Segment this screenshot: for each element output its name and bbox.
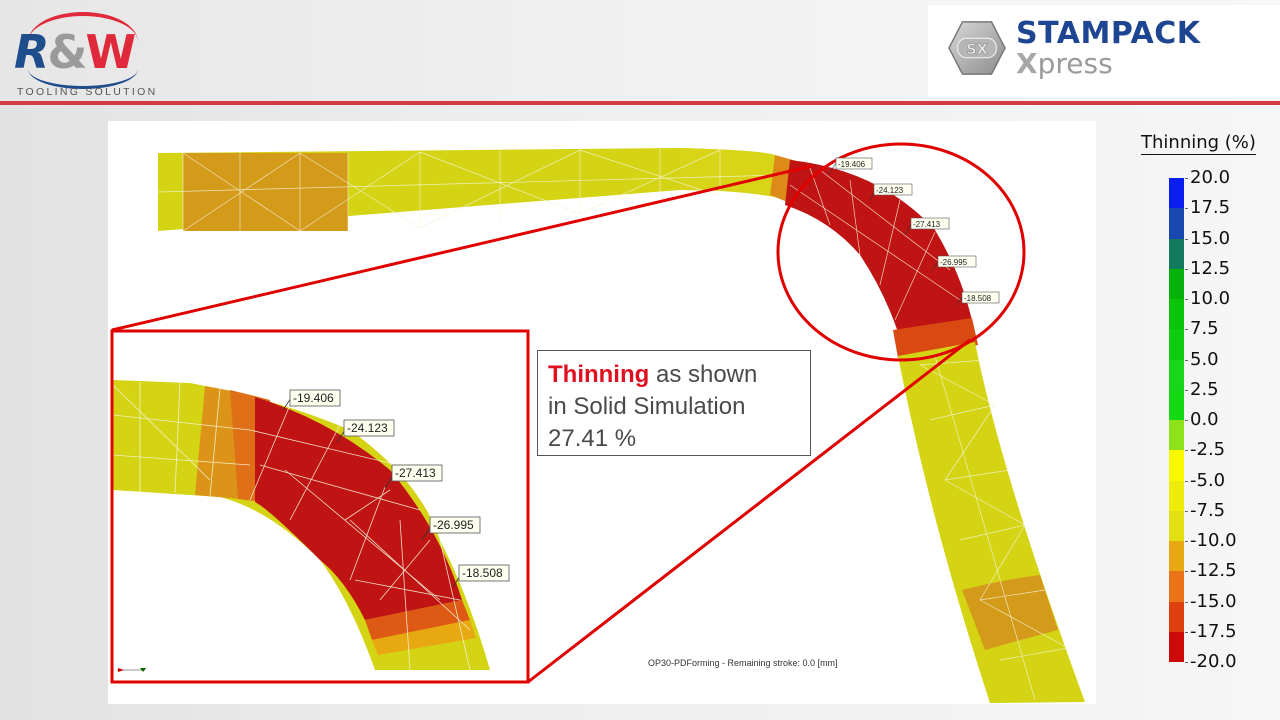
svg-text:-19.406: -19.406 xyxy=(838,160,866,169)
callout-line-1: Thinning as shown xyxy=(548,361,758,388)
legend-tick xyxy=(1185,329,1188,331)
sx-hexagon-icon: SX xyxy=(948,21,1006,75)
legend-tick xyxy=(1185,299,1188,300)
legend-tick-label: -7.5 xyxy=(1190,499,1226,521)
svg-text:-18.508: -18.508 xyxy=(462,566,503,580)
legend-tick-label: 17.5 xyxy=(1190,197,1231,219)
status-remaining-stroke: OP30-PDForming - Remaining stroke: 0.0 [… xyxy=(648,658,838,668)
legend-tick xyxy=(1185,268,1188,270)
logo-ampersand: & xyxy=(47,25,87,79)
main-strip xyxy=(157,148,1085,703)
legend-tick-label: -5.0 xyxy=(1190,469,1226,491)
legend-tick-label: 0.0 xyxy=(1190,409,1219,430)
legend-segment xyxy=(1169,359,1184,390)
axis-triad-icon xyxy=(117,668,146,672)
legend-tick-label: 7.5 xyxy=(1190,318,1219,340)
svg-text:-19.406: -19.406 xyxy=(293,391,334,405)
legend-segment xyxy=(1169,268,1184,299)
legend-tick-label: 10.0 xyxy=(1190,288,1231,309)
legend-tick xyxy=(1185,450,1188,452)
callout-line-3: 27.41 % xyxy=(548,425,637,452)
stampack-name: STAMPACK xyxy=(1016,16,1201,51)
legend-tick-label: -2.5 xyxy=(1190,439,1226,461)
svg-text:-26.995: -26.995 xyxy=(940,258,968,267)
thinning-contour-plot: -19.406 -24.123 -27.413 -26.995 -18.508 xyxy=(110,142,1085,703)
legend-tick xyxy=(1185,662,1188,663)
legend-tick xyxy=(1185,571,1188,573)
thinning-legend: Thinning (%) 20.0 17.5 15.0 12.5 10.0 7.5 5.0 2… xyxy=(1136,130,1276,672)
legend-tick xyxy=(1185,420,1188,421)
legend-segment xyxy=(1169,208,1184,239)
legend-tick xyxy=(1185,601,1188,603)
header-divider xyxy=(0,101,1280,105)
callout-line-2: in Solid Simulation xyxy=(548,393,746,420)
legend-segment xyxy=(1169,389,1184,420)
legend-tick-label: 15.0 xyxy=(1190,227,1231,249)
legend-segment xyxy=(1169,510,1184,541)
legend-segment xyxy=(1169,299,1184,330)
legend-tick-label: -15.0 xyxy=(1190,590,1237,612)
logo-arc-bottom xyxy=(28,62,138,89)
legend-segment xyxy=(1169,420,1184,451)
logo-letters: R&W xyxy=(14,25,137,79)
highlight-circle xyxy=(776,142,1026,362)
legend-tick-label: -17.5 xyxy=(1190,620,1237,642)
xpress-name: Xpress xyxy=(1016,47,1113,80)
legend-title: Thinning (%) xyxy=(1141,132,1256,155)
simulation-viewport[interactable]: -19.406 -24.123 -27.413 -26.995 -18.508 xyxy=(108,121,1096,704)
svg-text:-26.995: -26.995 xyxy=(433,518,474,532)
legend-tick-label: 12.5 xyxy=(1190,257,1231,279)
legend-tick xyxy=(1185,541,1188,542)
legend-segment xyxy=(1169,541,1184,572)
logo-letter-w: W xyxy=(85,25,137,79)
legend-segment xyxy=(1169,178,1184,209)
legend-tick xyxy=(1185,208,1188,210)
legend-tick xyxy=(1185,480,1188,482)
logo-arc-top xyxy=(28,12,138,56)
legend-tick xyxy=(1185,359,1188,361)
svg-text:-24.123: -24.123 xyxy=(347,421,388,435)
legend-tick-label: -12.5 xyxy=(1190,560,1237,582)
legend-segment xyxy=(1169,631,1184,662)
legend-tick xyxy=(1185,178,1188,179)
svg-text:-27.413: -27.413 xyxy=(395,466,436,480)
thinning-callout-box: Thinning as shown in Solid Simulation 27… xyxy=(537,350,811,456)
svg-text:-24.123: -24.123 xyxy=(876,186,904,195)
legend-tick-label: -20.0 xyxy=(1190,651,1237,672)
legend-segment xyxy=(1169,450,1184,481)
logo-letter-r: R xyxy=(14,25,49,79)
logo-tagline: TOOLING SOLUTION xyxy=(17,86,158,98)
legend-segment xyxy=(1169,601,1184,632)
svg-text:SX: SX xyxy=(966,42,988,58)
svg-text:-27.413: -27.413 xyxy=(913,220,941,229)
legend-tick-label: 5.0 xyxy=(1190,348,1219,370)
legend-tick-label: 20.0 xyxy=(1190,167,1231,188)
legend-segment xyxy=(1169,238,1184,269)
legend-tick-label: 2.5 xyxy=(1190,378,1219,400)
legend-tick-label: -10.0 xyxy=(1190,530,1237,551)
legend-color-bar xyxy=(1169,178,1184,662)
legend-tick xyxy=(1185,631,1188,633)
legend-segment xyxy=(1169,480,1184,511)
legend-segment xyxy=(1169,329,1184,360)
legend-segment xyxy=(1169,571,1184,602)
legend-tick xyxy=(1185,510,1188,512)
svg-text:-18.508: -18.508 xyxy=(964,294,992,303)
inset-zoom: -19.406 -24.123 -27.413 -26.995 -18.508 xyxy=(110,329,530,684)
legend-tick xyxy=(1185,238,1188,240)
stampack-logo: SX STAMPACK Xpress xyxy=(928,5,1280,97)
legend-tick xyxy=(1185,389,1188,391)
rw-tooling-logo: R&W TOOLING SOLUTION xyxy=(6,6,161,98)
